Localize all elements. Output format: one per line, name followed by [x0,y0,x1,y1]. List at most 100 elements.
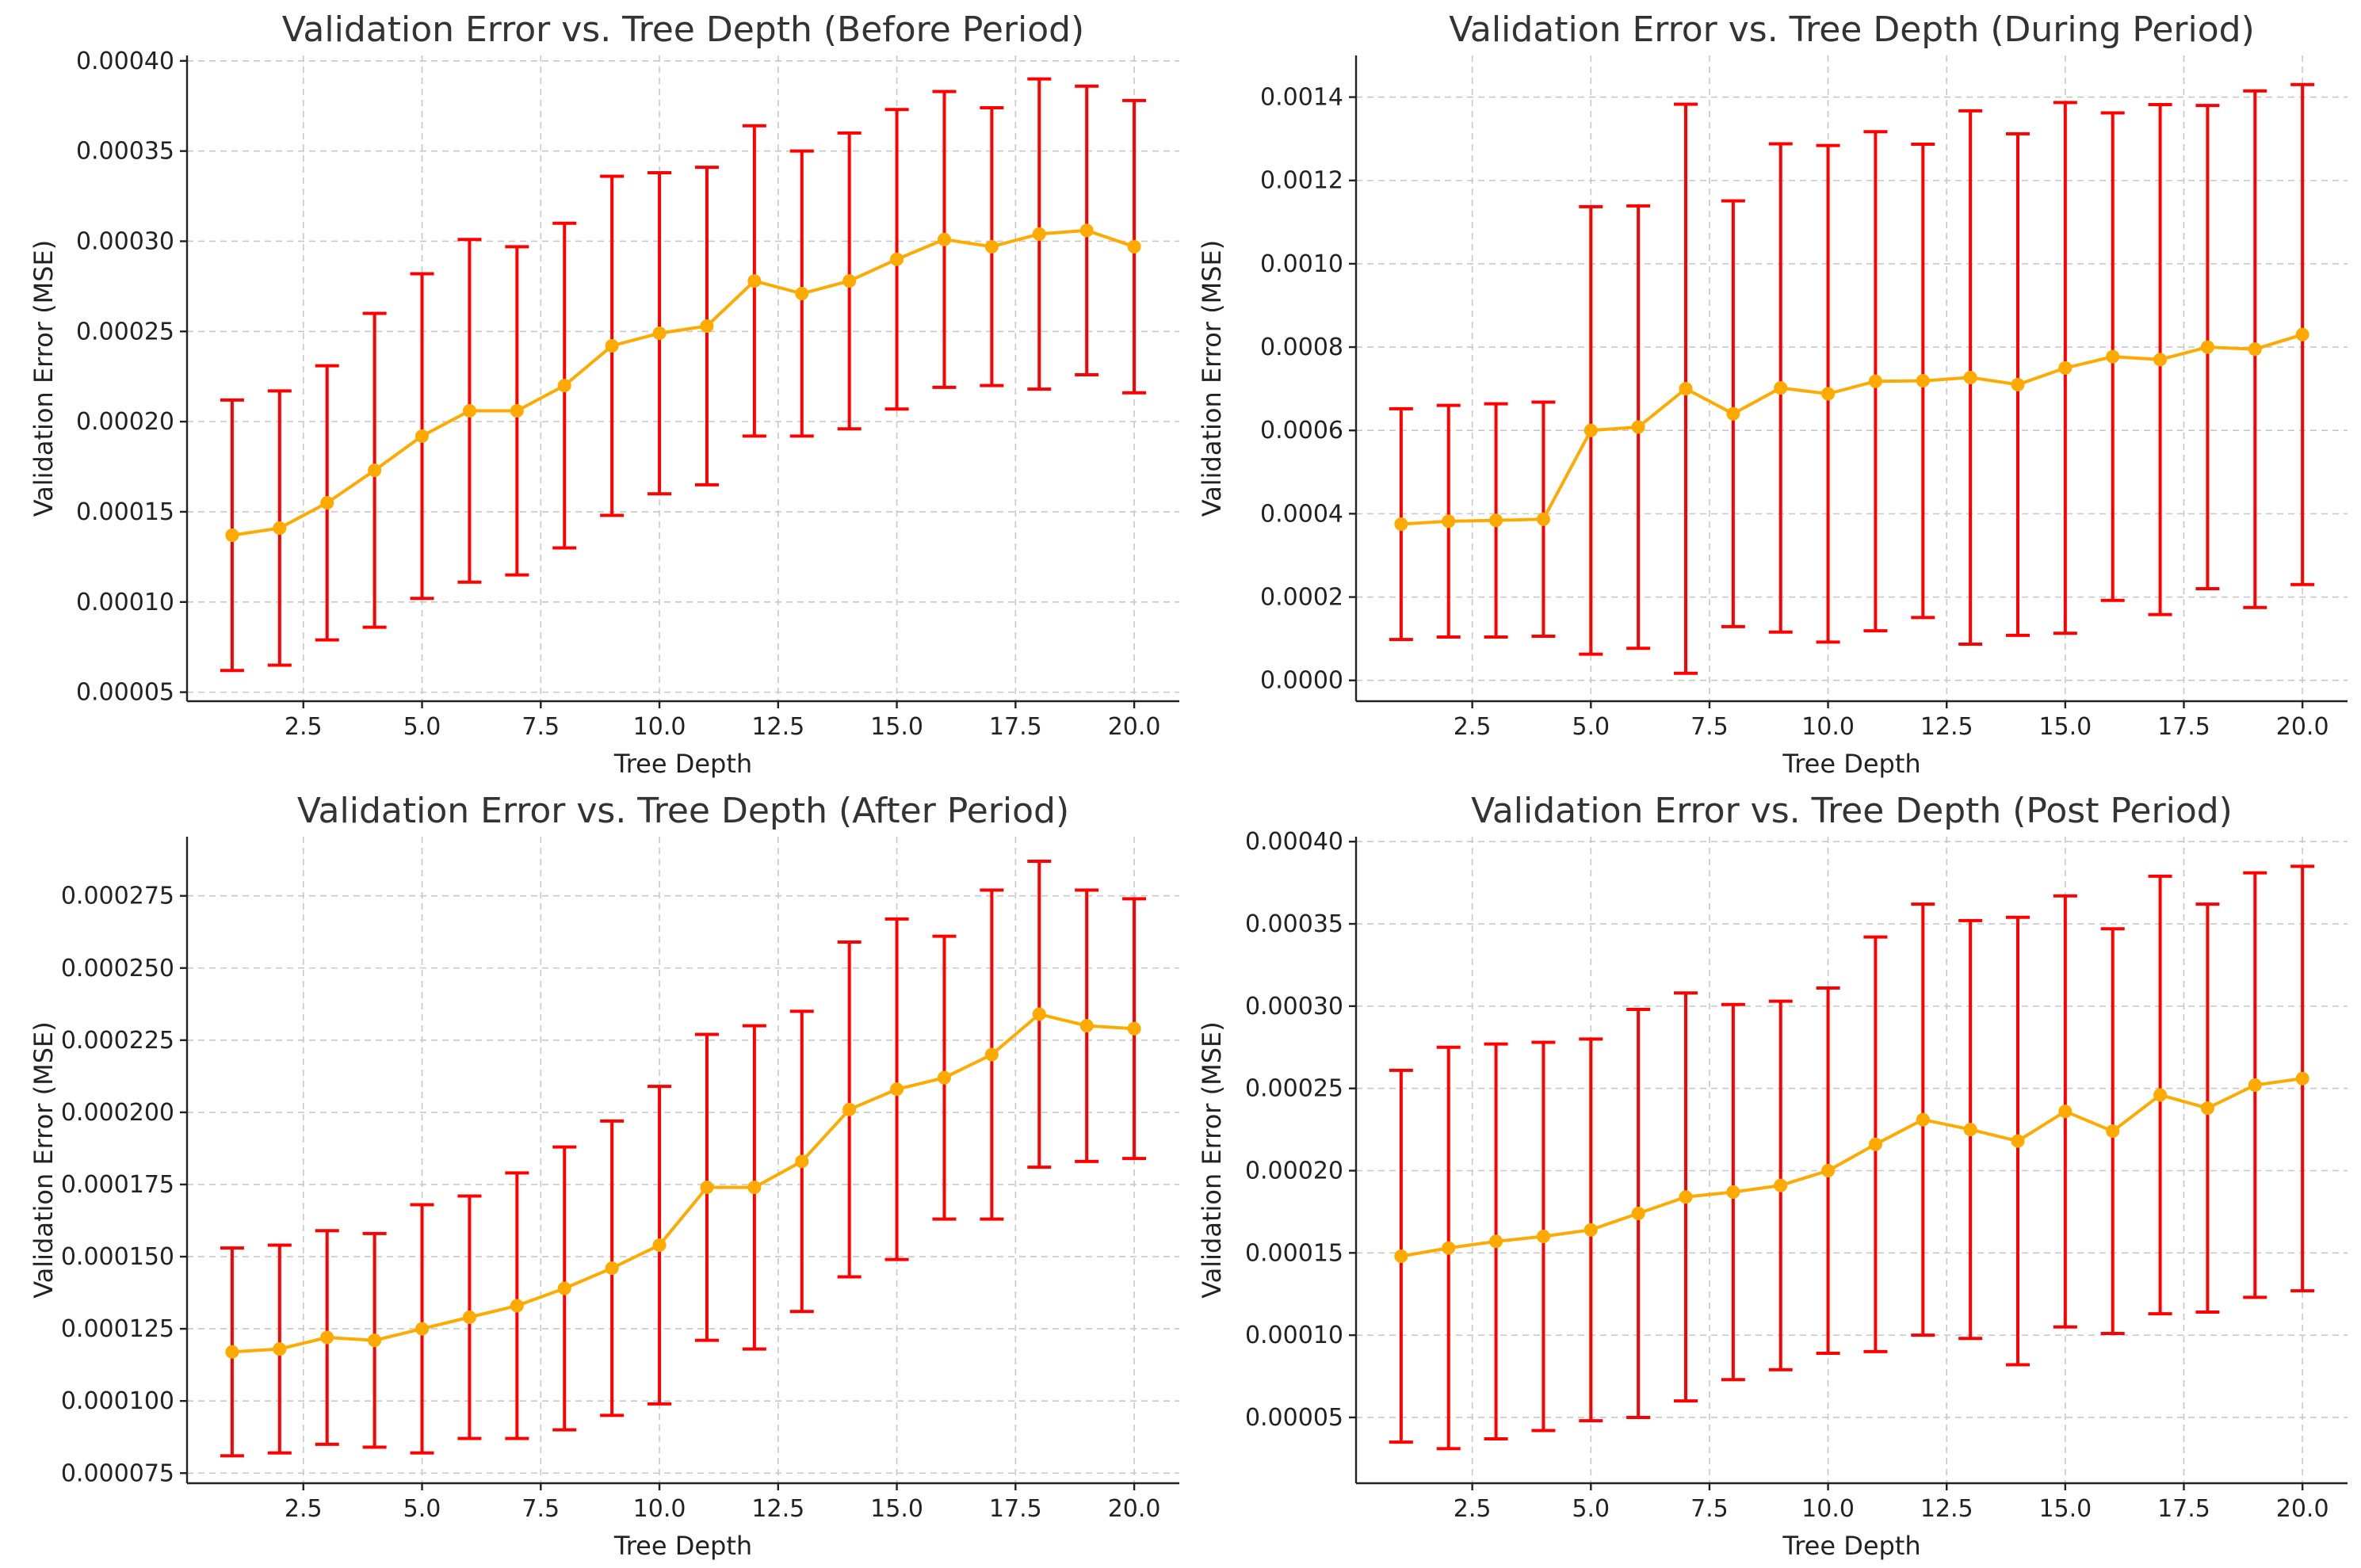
data-point [462,403,476,418]
y-tick-label: 0.00020 [1245,1157,1343,1185]
data-point [1774,1178,1788,1192]
data-point [2106,1124,2120,1139]
chart-post-period: 2.5 5.0 7.5 10.0 12.5 15.0 17.5 20.0 0.00005 0.00… [1197,791,2348,1561]
data-point [2058,1104,2073,1119]
x-tick-label: 5.0 [403,713,441,741]
data-point [273,1342,287,1356]
data-point [1442,1241,1456,1255]
x-tick-label: 12.5 [1920,1495,1973,1523]
data-point [747,274,762,288]
data-point [2058,361,2073,375]
data-point [510,1299,524,1313]
y-tick-label: 0.00015 [76,498,174,526]
x-tick-label: 17.5 [2157,1495,2210,1523]
data-point [1032,227,1046,241]
x-tick-label: 10.0 [1801,713,1855,741]
x-tick-label: 5.0 [1572,713,1610,741]
x-axis-label: Tree Depth [613,749,752,779]
data-point [2106,349,2120,364]
y-tick-label: 0.0004 [1260,500,1343,528]
x-tick-label: 10.0 [633,1495,686,1523]
y-tick-label: 0.0002 [1260,584,1343,612]
data-point [1679,382,1693,396]
chart-title: Validation Error vs. Tree Depth (Post Pe… [1471,791,2233,831]
data-point [842,1102,857,1116]
data-point [605,1261,619,1276]
data-point [368,464,382,478]
y-tick-label: 0.000200 [61,1099,174,1127]
y-tick-label: 0.000225 [61,1027,174,1055]
y-tick-label: 0.00010 [1245,1322,1343,1349]
y-tick-label: 0.000250 [61,955,174,982]
data-point [1489,513,1503,528]
data-point [795,287,809,301]
data-point [2153,1088,2168,1102]
chart-title: Validation Error vs. Tree Depth (After P… [297,791,1069,831]
data-point [1394,517,1408,532]
data-point [1584,1223,1598,1237]
data-point [320,496,334,510]
data-point [320,1330,334,1345]
data-point [605,339,619,353]
data-point [1963,370,1977,384]
y-tick-label: 0.00025 [1245,1075,1343,1103]
y-tick-label: 0.00010 [76,589,174,616]
data-point [1916,374,1930,388]
y-tick-label: 0.00025 [76,318,174,345]
data-point [1679,1190,1693,1204]
series-line [231,228,1135,537]
data-point [225,528,239,543]
data-point [1032,1007,1046,1021]
series-line [1400,333,2303,526]
x-tick-label: 17.5 [2157,713,2210,741]
y-tick-label: 0.000100 [61,1387,174,1415]
data-point [700,319,714,333]
data-point [2295,327,2309,341]
x-tick-label: 7.5 [1691,1495,1729,1523]
x-tick-label: 12.5 [1920,713,1973,741]
data-point [273,521,287,535]
data-point [368,1333,382,1348]
chart-before-period: 2.5 5.0 7.5 10.0 12.5 15.0 17.5 20.0 0.00005 0.00… [29,10,1179,779]
y-tick-label: 0.00030 [76,227,174,255]
x-tick-label: 20.0 [2276,1495,2329,1523]
x-tick-label: 15.0 [870,713,923,741]
y-tick-label: 0.00030 [1245,993,1343,1021]
x-tick-label: 20.0 [1108,1495,1161,1523]
y-axis-label: Validation Error (MSE) [29,1021,59,1298]
data-point [2153,353,2168,367]
data-point [1726,1185,1740,1199]
x-tick-label: 2.5 [285,1495,323,1523]
x-tick-label: 17.5 [989,713,1042,741]
y-axis-label: Validation Error (MSE) [29,240,59,517]
y-tick-label: 0.00005 [76,679,174,707]
x-axis-label: Tree Depth [613,1531,752,1561]
x-tick-label: 2.5 [1454,713,1492,741]
x-tick-label: 2.5 [285,713,323,741]
data-point [1821,387,1836,401]
data-point [1963,1123,1977,1137]
chart-during-period: 2.5 5.0 7.5 10.0 12.5 15.0 17.5 20.0 0.0000 0.000… [1197,10,2348,779]
y-tick-label: 0.0014 [1260,84,1343,112]
data-point [1868,1137,1882,1151]
data-point [1079,223,1094,238]
x-tick-label: 20.0 [2276,713,2329,741]
data-point [1916,1112,1930,1127]
y-tick-label: 0.00015 [1245,1239,1343,1267]
data-point [2248,1078,2262,1093]
x-tick-label: 12.5 [751,713,804,741]
data-point [1489,1234,1503,1249]
x-tick-label: 20.0 [1108,713,1161,741]
data-point [890,1082,904,1097]
y-tick-label: 0.000075 [61,1459,174,1487]
x-tick-label: 2.5 [1454,1495,1492,1523]
y-tick-label: 0.000175 [61,1171,174,1199]
y-axis-label: Validation Error (MSE) [1197,1021,1227,1298]
data-point [2295,1071,2309,1085]
x-axis-label: Tree Depth [1782,749,1920,779]
x-tick-label: 7.5 [1691,713,1729,741]
series-line [1400,1077,2303,1258]
y-tick-label: 0.00035 [76,138,174,166]
data-point [557,379,571,393]
